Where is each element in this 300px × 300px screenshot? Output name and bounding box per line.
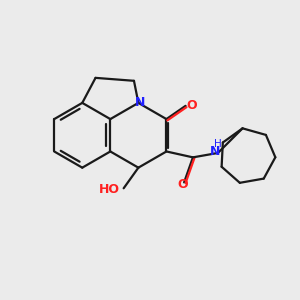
Text: N: N xyxy=(210,145,220,158)
Text: O: O xyxy=(187,99,197,112)
Text: N: N xyxy=(135,96,145,110)
Text: HO: HO xyxy=(99,183,120,196)
Text: O: O xyxy=(177,178,188,191)
Text: H: H xyxy=(214,139,222,149)
